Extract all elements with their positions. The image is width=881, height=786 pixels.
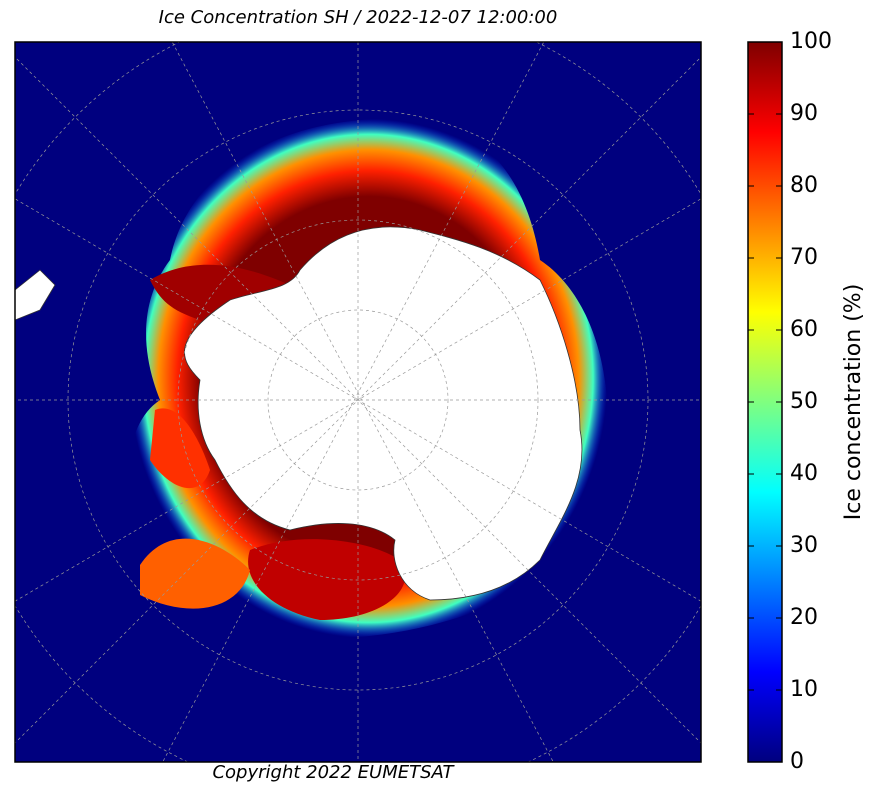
map — [15, 42, 701, 762]
sea-ice — [248, 539, 406, 620]
colorbar-tick-label: 20 — [790, 605, 818, 630]
graticule — [15, 42, 701, 762]
colorbar-tick-label: 60 — [790, 317, 818, 342]
colorbar-tick-label: 10 — [790, 677, 818, 702]
colorbar-tick-label: 80 — [790, 173, 818, 198]
map-frame — [14, 41, 702, 763]
colorbar-tick-label: 100 — [790, 29, 832, 54]
land — [15, 269, 56, 321]
colorbar-tick-label: 30 — [790, 533, 818, 558]
colorbar-tick-label: 50 — [790, 389, 818, 414]
colorbar-tick-label: 40 — [790, 461, 818, 486]
colorbar-tick-label: 90 — [790, 101, 818, 126]
colorbar: 0 10 20 30 40 50 60 70 80 90 100 — [747, 29, 832, 774]
colorbar-tick-label: 0 — [790, 749, 804, 774]
sea-ice — [150, 408, 210, 489]
colorbar-label: Ice concentration (%) — [841, 284, 866, 521]
map-title: Ice Concentration SH / 2022-12-07 12:00:… — [159, 7, 558, 28]
copyright: Copyright 2022 EUMETSAT — [212, 762, 455, 783]
colorbar-tick-label: 70 — [790, 245, 818, 270]
sea-ice — [140, 538, 250, 609]
